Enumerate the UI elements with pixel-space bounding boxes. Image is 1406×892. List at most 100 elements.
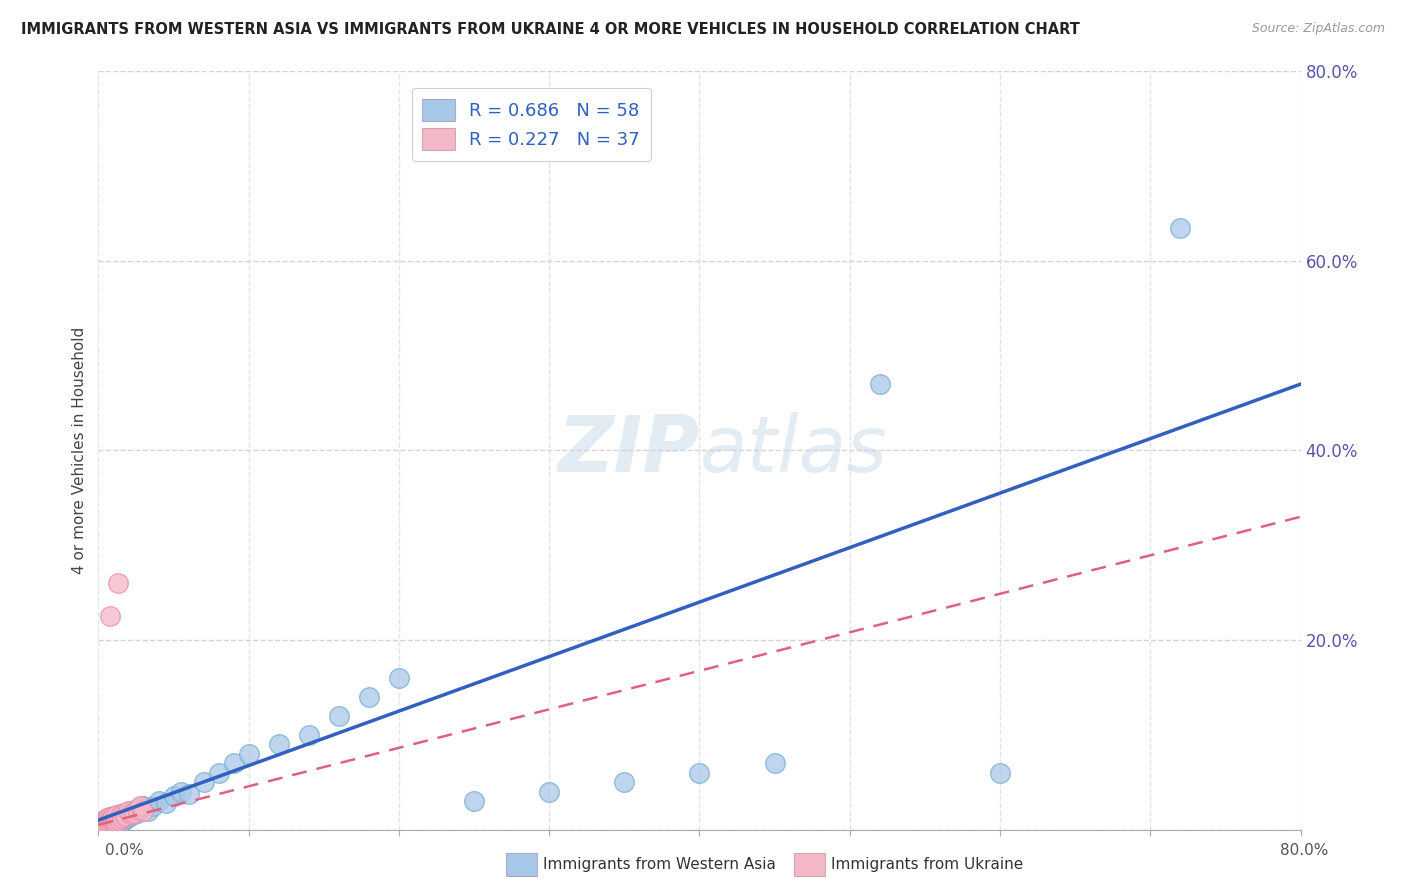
- Point: [105, 814, 128, 828]
- Point: [129, 802, 152, 816]
- Point: [124, 807, 146, 822]
- Point: [93, 817, 115, 831]
- Point: [90, 818, 112, 832]
- Point: [208, 765, 231, 780]
- Point: [101, 812, 124, 826]
- Point: [538, 785, 561, 799]
- Point: [111, 815, 134, 830]
- Point: [114, 809, 136, 823]
- Point: [103, 815, 125, 830]
- Point: [111, 811, 134, 825]
- Text: ZIP: ZIP: [557, 412, 699, 489]
- Point: [869, 377, 891, 392]
- Point: [93, 813, 115, 827]
- Point: [97, 814, 120, 828]
- Point: [763, 756, 786, 771]
- Point: [96, 813, 118, 827]
- Point: [108, 812, 131, 826]
- Text: Immigrants from Western Asia: Immigrants from Western Asia: [543, 857, 776, 871]
- Point: [105, 809, 128, 823]
- Point: [613, 775, 636, 789]
- Point: [104, 812, 127, 826]
- Point: [96, 817, 118, 831]
- Point: [112, 813, 135, 827]
- Point: [96, 820, 118, 834]
- Point: [107, 816, 129, 830]
- Point: [127, 802, 149, 816]
- Point: [115, 811, 138, 825]
- Point: [112, 805, 135, 820]
- Text: Immigrants from Ukraine: Immigrants from Ukraine: [831, 857, 1024, 871]
- Point: [357, 690, 380, 704]
- Point: [1170, 220, 1192, 235]
- Point: [124, 805, 146, 820]
- Point: [100, 609, 122, 624]
- Point: [170, 785, 193, 799]
- Text: 0.0%: 0.0%: [105, 843, 145, 857]
- Point: [132, 798, 155, 813]
- Point: [90, 816, 112, 830]
- Y-axis label: 4 or more Vehicles in Household: 4 or more Vehicles in Household: [72, 326, 87, 574]
- Point: [117, 804, 139, 818]
- Point: [100, 819, 122, 833]
- Point: [91, 820, 114, 834]
- Point: [111, 810, 134, 824]
- Point: [104, 813, 127, 827]
- Point: [222, 756, 245, 771]
- Point: [97, 818, 120, 832]
- Text: atlas: atlas: [699, 412, 887, 489]
- Point: [91, 819, 114, 833]
- Point: [463, 794, 485, 808]
- Point: [129, 798, 152, 813]
- Text: Source: ZipAtlas.com: Source: ZipAtlas.com: [1251, 22, 1385, 36]
- Point: [96, 816, 118, 830]
- Point: [121, 807, 143, 822]
- Point: [100, 811, 122, 825]
- Legend: R = 0.686   N = 58, R = 0.227   N = 37: R = 0.686 N = 58, R = 0.227 N = 37: [412, 88, 651, 161]
- Point: [148, 794, 170, 808]
- Point: [101, 817, 124, 831]
- Point: [100, 816, 122, 830]
- Point: [177, 787, 200, 801]
- Text: 80.0%: 80.0%: [1281, 843, 1329, 857]
- Point: [101, 815, 124, 830]
- Point: [94, 819, 117, 833]
- Point: [127, 805, 149, 820]
- Point: [108, 813, 131, 827]
- Point: [238, 747, 260, 761]
- Point: [388, 671, 411, 685]
- Point: [89, 820, 111, 834]
- Point: [105, 814, 128, 828]
- Point: [90, 818, 112, 832]
- Point: [97, 815, 120, 830]
- Point: [114, 807, 136, 822]
- Point: [155, 796, 177, 810]
- Point: [688, 765, 710, 780]
- Point: [103, 810, 125, 824]
- Point: [107, 576, 129, 591]
- Text: IMMIGRANTS FROM WESTERN ASIA VS IMMIGRANTS FROM UKRAINE 4 OR MORE VEHICLES IN HO: IMMIGRANTS FROM WESTERN ASIA VS IMMIGRAN…: [21, 22, 1080, 37]
- Point: [162, 789, 184, 804]
- Point: [107, 811, 129, 825]
- Point: [110, 808, 132, 822]
- Point: [101, 811, 124, 825]
- Point: [132, 804, 155, 818]
- Point: [988, 765, 1011, 780]
- Point: [121, 804, 143, 818]
- Point: [100, 813, 122, 827]
- Point: [117, 805, 139, 820]
- Point: [104, 816, 127, 830]
- Point: [141, 798, 163, 813]
- Point: [328, 708, 350, 723]
- Point: [91, 815, 114, 830]
- Point: [103, 817, 125, 831]
- Point: [118, 809, 141, 823]
- Point: [298, 728, 321, 742]
- Point: [110, 807, 132, 822]
- Point: [94, 814, 117, 828]
- Point: [193, 775, 215, 789]
- Point: [97, 810, 120, 824]
- Point: [103, 809, 125, 823]
- Point: [267, 737, 290, 751]
- Point: [136, 804, 159, 818]
